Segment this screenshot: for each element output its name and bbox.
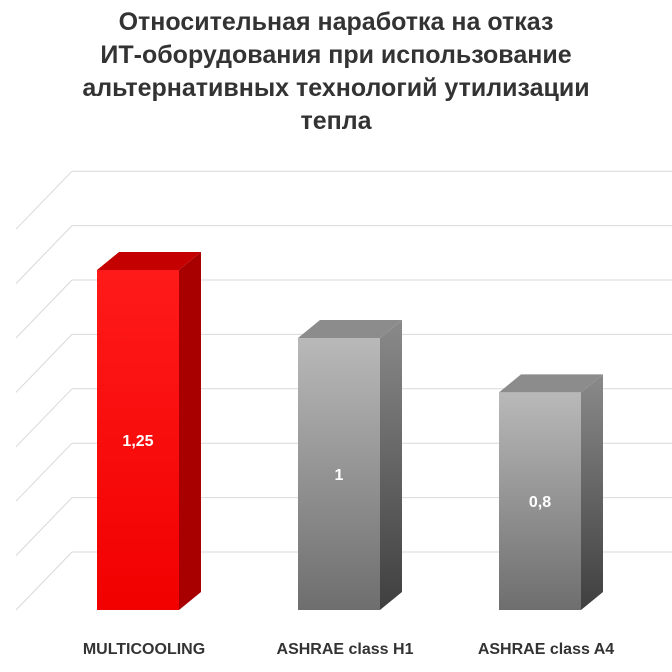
data-label: 0,8: [529, 494, 551, 511]
category-label: ASHRAE class A4: [478, 641, 614, 658]
category-labels: MULTICOOLING ASHRAE class H1 ASHRAE class …: [83, 641, 614, 658]
data-labels: 1,25 1 0,8: [122, 433, 551, 511]
bar-ashrae-class-a4: [499, 374, 603, 610]
bar-top: [499, 374, 603, 393]
data-label: 1,25: [122, 433, 153, 450]
bar-top: [298, 320, 402, 338]
bar-side: [380, 320, 402, 610]
bar-front: [298, 338, 380, 610]
gridline: [15, 225, 672, 284]
data-label: 1: [335, 467, 344, 484]
bar-front: [499, 392, 581, 610]
bar-side: [581, 374, 603, 610]
chart-title-line-4: тепла: [300, 107, 372, 135]
bar-multicooling: [97, 252, 201, 610]
bar-side: [179, 252, 201, 610]
bar-front: [97, 270, 179, 610]
category-label: ASHRAE class H1: [277, 641, 414, 658]
gridline: [15, 170, 672, 230]
chart-title-line-3: альтернативных технологий утилизации: [82, 74, 590, 102]
chart-title-line-2: ИТ-оборудования при использование: [100, 41, 572, 69]
chart-title-line-1: Относительная наработка на отказ: [118, 8, 554, 36]
chart-title: Относительная наработка на отказ ИТ-обор…: [0, 6, 672, 138]
bar-top: [97, 252, 201, 270]
category-label: MULTICOOLING: [83, 641, 205, 658]
bars: [97, 252, 603, 610]
bar-ashrae-class-h1: [298, 320, 402, 610]
